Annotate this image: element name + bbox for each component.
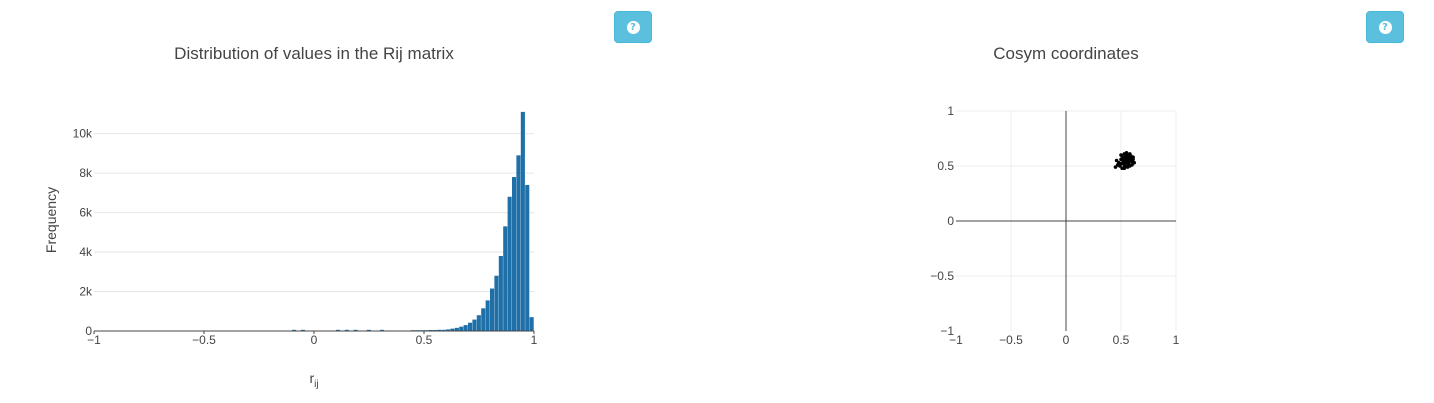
- histogram-bar: [481, 308, 486, 331]
- histogram-bar: [498, 255, 503, 331]
- histogram-bar: [485, 300, 490, 331]
- question-circle-icon: ?: [1378, 20, 1392, 34]
- cosym-point: [1125, 156, 1130, 161]
- histogram-bar: [353, 329, 358, 331]
- histogram-ytick-label: 6k: [79, 206, 93, 220]
- histogram-xtick-label: 0: [311, 333, 318, 347]
- cosym-xtick-label: 0.5: [1113, 333, 1130, 347]
- histogram-bar: [380, 329, 385, 331]
- histogram-bar: [512, 177, 517, 331]
- histogram-ytick-label: 10k: [73, 127, 93, 141]
- help-button-histogram[interactable]: ?: [614, 11, 652, 43]
- cosym-ytick-label: −0.5: [930, 269, 954, 283]
- cosym-title: Cosym coordinates: [993, 44, 1139, 63]
- histogram-bar: [516, 155, 521, 331]
- histogram-bar: [525, 184, 530, 331]
- histogram-y-axis-title: Frequency: [43, 187, 59, 253]
- cosym-point: [1117, 160, 1121, 165]
- histogram-ytick-label: 8k: [79, 166, 93, 180]
- cosym-point: [1123, 164, 1128, 168]
- histogram-xtick-label: 0.5: [416, 333, 433, 347]
- histogram-xtick-label: −1: [87, 333, 101, 347]
- cosym-point: [1119, 153, 1123, 157]
- histogram-bar: [300, 329, 305, 331]
- histogram-bar: [503, 226, 508, 331]
- histogram-ytick-label: 2k: [79, 285, 93, 299]
- histogram-bar: [472, 319, 477, 331]
- cosym-xtick-label: 1: [1173, 333, 1180, 347]
- histogram-bar: [437, 329, 442, 331]
- histogram-bar: [366, 329, 371, 331]
- cosym-xtick-label: −1: [949, 333, 963, 347]
- histogram-xtick-label: −0.5: [192, 333, 216, 347]
- histogram-title: Distribution of values in the Rij matrix: [174, 44, 454, 63]
- histogram-x-axis-title-main: r: [309, 370, 314, 386]
- histogram-bar: [344, 329, 349, 331]
- histogram-bar: [494, 275, 499, 331]
- cosym-point: [1131, 155, 1135, 159]
- histogram-bar: [292, 329, 297, 331]
- cosym-point: [1130, 163, 1134, 167]
- histogram-bar: [520, 111, 525, 331]
- cosym-ytick-label: 0: [947, 214, 954, 228]
- histogram-bar: [459, 326, 464, 331]
- cosym-xtick-label: 0: [1063, 333, 1070, 347]
- question-circle-icon: ?: [626, 20, 640, 34]
- histogram-x-axis-title-subscript: ij: [314, 379, 318, 390]
- cosym-point: [1126, 159, 1131, 164]
- histogram-bar: [441, 329, 446, 331]
- help-button-cosym[interactable]: ?: [1366, 11, 1404, 43]
- histogram-bar: [450, 328, 455, 331]
- cosym-point: [1128, 152, 1132, 156]
- histogram-bar: [446, 329, 451, 331]
- histogram-bar: [468, 322, 473, 331]
- cosym-point: [1132, 160, 1136, 165]
- cosym-point: [1113, 165, 1118, 169]
- cosym-point: [1121, 160, 1125, 165]
- histogram-bar: [454, 327, 459, 331]
- histogram-bar: [490, 288, 495, 331]
- cosym-ytick-label: 0.5: [937, 159, 954, 173]
- cosym-ytick-label: −1: [940, 324, 954, 338]
- cosym-xtick-label: −0.5: [999, 333, 1023, 347]
- cosym-ytick-label: 1: [947, 104, 954, 118]
- histogram-ytick-label: 4k: [79, 245, 93, 259]
- histogram-bar: [336, 329, 341, 331]
- histogram-bar: [476, 315, 481, 331]
- histogram-x-axis-title: rij: [309, 370, 318, 390]
- histogram-bar: [529, 317, 534, 331]
- histogram-bar: [463, 325, 468, 331]
- cosym-point: [1119, 157, 1123, 162]
- histogram-bar: [507, 196, 512, 331]
- histogram-ytick-label: 0: [85, 324, 92, 338]
- histogram-xtick-label: 1: [531, 333, 538, 347]
- cosym-point: [1114, 158, 1119, 163]
- cosym-point: [1124, 151, 1129, 155]
